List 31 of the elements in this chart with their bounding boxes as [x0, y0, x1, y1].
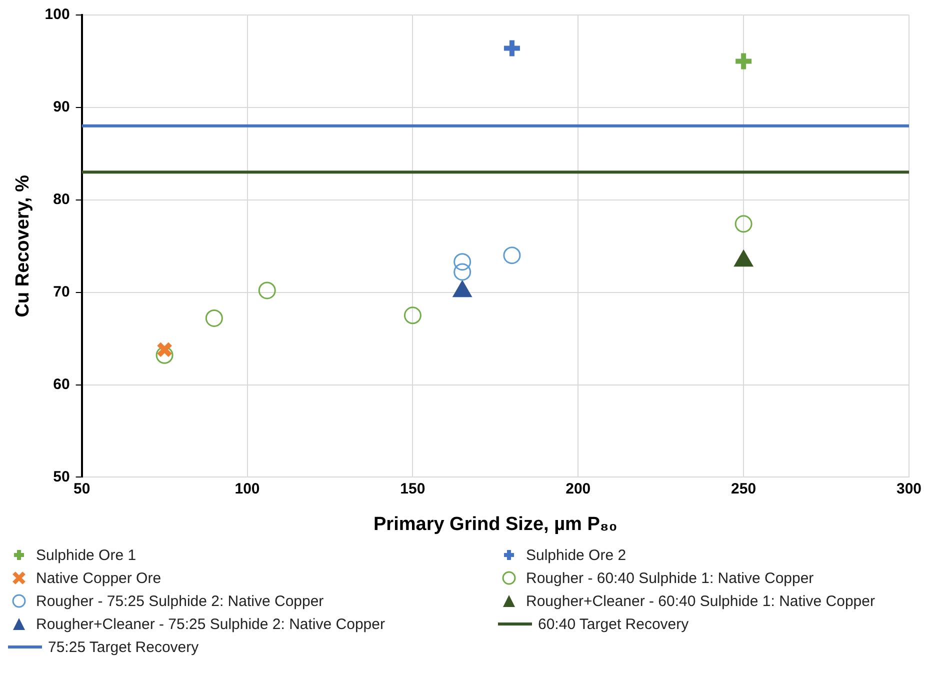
y-tick-label: 70 — [53, 283, 70, 300]
point — [205, 309, 223, 327]
point — [454, 263, 472, 281]
legend-label: 75:25 Target Recovery — [48, 638, 199, 656]
point — [258, 282, 276, 300]
y-tick-label: 90 — [53, 98, 70, 116]
point — [156, 341, 173, 358]
legend-label: Sulphide Ore 2 — [526, 546, 626, 564]
y-tick-label: 60 — [53, 376, 70, 393]
point — [454, 253, 472, 271]
legend-label: Rougher+Cleaner - 60:40 Sulphide 1: Native Copper — [526, 592, 875, 610]
point — [734, 215, 752, 233]
legend-label: Sulphide Ore 1 — [36, 546, 136, 564]
y-tick-label: 100 — [44, 6, 70, 24]
x-tick-label: 150 — [400, 480, 426, 498]
x-tick-label: 100 — [234, 480, 260, 498]
y-tick-label: 80 — [53, 191, 70, 208]
point — [404, 306, 422, 324]
x-tick-label: 200 — [566, 480, 591, 498]
legend-label: Rougher - 75:25 Sulphide 2: Native Copper — [36, 592, 324, 610]
y-tick-label: 50 — [53, 468, 70, 486]
legend-label: Rougher+Cleaner - 75:25 Sulphide 2: Native Copper — [36, 616, 385, 632]
x-axis-title: Primary Grind Size, µm P₈₀ — [374, 514, 618, 535]
legend-label: Rougher - 60:40 Sulphide 1: Native Copper — [526, 570, 814, 586]
y-axis-title: Cu Recovery, % — [12, 174, 34, 318]
legend-label: 60:40 Target Recovery — [538, 616, 689, 632]
legend-label: Native Copper Ore — [36, 570, 162, 586]
point — [503, 246, 521, 264]
x-tick-label: 300 — [896, 480, 922, 498]
x-tick-label: 250 — [731, 480, 756, 498]
x-tick-label: 50 — [73, 480, 90, 498]
